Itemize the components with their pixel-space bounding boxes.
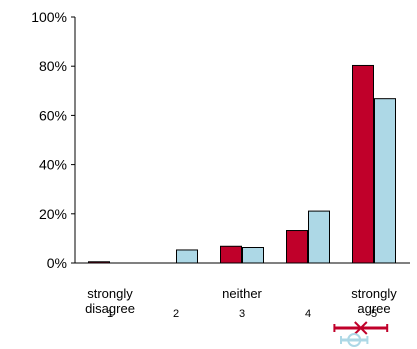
estimate-marker [347,333,362,347]
estimate-marker [354,321,368,335]
interval-markers-group [333,321,389,347]
anchor-label: agree [357,301,390,316]
y-tick-label: 80% [39,58,67,74]
x-category-label: 4 [305,308,311,320]
anchor-label: strongly [87,286,133,301]
y-ticks-group: 0% 20% 40% 60% 80% 100% [31,9,75,271]
x-category-label: 5 [371,308,377,320]
anchor-label: strongly [351,286,397,301]
y-tick-label: 0% [47,255,67,271]
y-tick-label: 20% [39,206,67,222]
bar-series-1-cat-3 [220,245,242,264]
bar-series-2-cat-4 [308,210,330,264]
bar-series-2-cat-3 [242,247,264,264]
bar-series-2-cat-5 [374,98,396,264]
bar-series-1-cat-4 [286,230,308,264]
y-tick-label: 100% [31,9,67,25]
anchor-label: disagree [85,301,135,316]
x-category-label: 1 [107,308,113,320]
x-category-label: 3 [239,308,245,320]
bar-series-1-cat-5 [352,64,374,264]
bar-series-2-cat-2 [176,249,198,264]
y-tick-label: 60% [39,107,67,123]
anchor-label: neither [222,286,262,301]
axes-group [74,17,410,264]
y-tick-label: 40% [39,157,67,173]
bars-group [88,64,396,264]
x-category-labels-group: 1 2 3 4 5 [107,308,377,320]
x-category-label: 2 [173,308,179,320]
